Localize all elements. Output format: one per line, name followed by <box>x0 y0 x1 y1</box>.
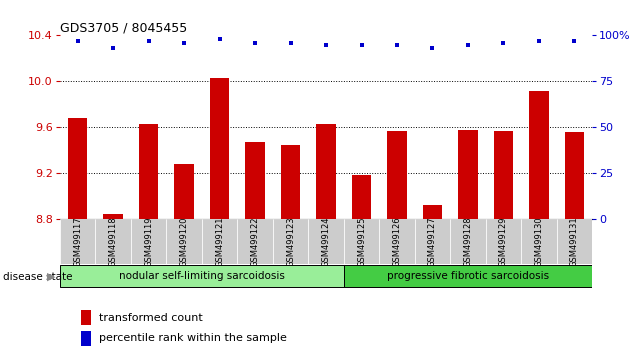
Text: GSM499127: GSM499127 <box>428 216 437 267</box>
Bar <box>423 205 442 219</box>
Point <box>357 42 367 47</box>
Text: GSM499117: GSM499117 <box>73 216 82 267</box>
Text: GSM499121: GSM499121 <box>215 216 224 267</box>
Bar <box>316 124 336 219</box>
Bar <box>68 118 88 219</box>
Bar <box>166 219 202 264</box>
Bar <box>202 219 238 264</box>
Bar <box>486 219 521 264</box>
Text: GSM499119: GSM499119 <box>144 216 153 267</box>
Bar <box>344 265 592 287</box>
Bar <box>238 219 273 264</box>
Point <box>463 42 473 47</box>
Text: GSM499131: GSM499131 <box>570 216 579 267</box>
Text: GSM499129: GSM499129 <box>499 216 508 267</box>
Bar <box>139 124 158 219</box>
Text: GSM499125: GSM499125 <box>357 216 366 267</box>
Point <box>250 40 260 46</box>
Bar <box>81 331 91 346</box>
Point <box>427 45 437 51</box>
Point <box>214 36 224 42</box>
Bar <box>60 265 344 287</box>
Point <box>285 40 295 46</box>
Bar <box>131 219 166 264</box>
Bar <box>210 78 229 219</box>
Text: GSM499128: GSM499128 <box>464 216 472 267</box>
Point <box>179 40 189 46</box>
Text: percentile rank within the sample: percentile rank within the sample <box>99 333 287 343</box>
Bar <box>379 219 415 264</box>
Bar <box>529 91 549 219</box>
Text: GDS3705 / 8045455: GDS3705 / 8045455 <box>60 21 187 34</box>
Bar <box>95 219 131 264</box>
Point <box>321 42 331 47</box>
Bar <box>415 219 450 264</box>
Bar <box>521 219 557 264</box>
Bar <box>387 131 407 219</box>
Bar <box>458 130 478 219</box>
Text: transformed count: transformed count <box>99 313 202 323</box>
Bar <box>557 219 592 264</box>
Bar <box>344 219 379 264</box>
Point <box>392 42 402 47</box>
Bar <box>273 219 308 264</box>
Point <box>570 38 580 44</box>
Point <box>144 38 154 44</box>
Text: GSM499130: GSM499130 <box>534 216 544 267</box>
Text: GSM499123: GSM499123 <box>286 216 295 267</box>
Bar <box>281 145 301 219</box>
Text: nodular self-limiting sarcoidosis: nodular self-limiting sarcoidosis <box>119 270 285 281</box>
Bar <box>450 219 486 264</box>
Text: GSM499126: GSM499126 <box>392 216 401 267</box>
Text: progressive fibrotic sarcoidosis: progressive fibrotic sarcoidosis <box>387 270 549 281</box>
Point <box>108 45 118 51</box>
Point <box>72 38 83 44</box>
Bar <box>175 164 194 219</box>
Bar <box>245 142 265 219</box>
Text: GSM499120: GSM499120 <box>180 216 188 267</box>
Point <box>498 40 508 46</box>
Bar <box>352 175 371 219</box>
Point <box>534 38 544 44</box>
Bar <box>103 214 123 219</box>
Bar <box>81 310 91 325</box>
Bar <box>564 132 584 219</box>
Bar <box>60 219 95 264</box>
Text: ▶: ▶ <box>47 272 55 282</box>
Bar <box>494 131 513 219</box>
Text: GSM499118: GSM499118 <box>108 216 118 267</box>
Text: GSM499122: GSM499122 <box>251 216 260 267</box>
Text: disease state: disease state <box>3 272 72 282</box>
Text: GSM499124: GSM499124 <box>321 216 331 267</box>
Bar <box>308 219 344 264</box>
